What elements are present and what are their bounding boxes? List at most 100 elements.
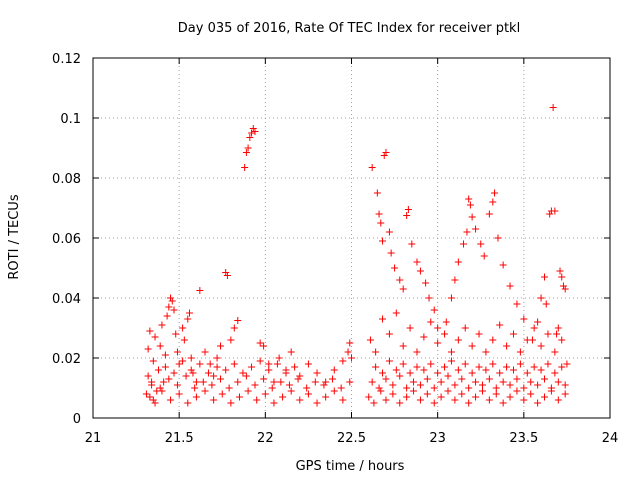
data-point-plus (558, 363, 566, 371)
data-point-plus (377, 219, 385, 227)
data-point-plus (201, 387, 209, 395)
data-point-plus (460, 240, 468, 248)
data-point-plus (175, 390, 183, 398)
data-point-plus (377, 387, 385, 395)
data-point-plus (385, 228, 393, 236)
data-point-plus (392, 309, 400, 317)
data-point-plus (513, 375, 521, 383)
x-axis-label: GPS time / hours (296, 459, 405, 474)
data-point-plus (208, 381, 216, 389)
x-tick-label: 24 (602, 431, 619, 446)
data-point-plus (499, 378, 507, 386)
data-point-plus (472, 378, 480, 386)
data-point-plus (213, 354, 221, 362)
data-point-plus (270, 378, 278, 386)
data-point-plus (285, 381, 293, 389)
data-point-plus (163, 312, 171, 320)
data-point-plus (179, 357, 187, 365)
data-point-plus (366, 336, 374, 344)
data-point-plus (248, 363, 256, 371)
data-point-plus (253, 396, 261, 404)
data-point-plus (379, 237, 387, 245)
data-point-plus (277, 378, 285, 386)
data-point-plus (492, 390, 500, 398)
data-point-plus (304, 360, 312, 368)
data-point-plus (403, 393, 411, 401)
data-point-plus (537, 342, 545, 350)
data-point-plus (151, 399, 159, 407)
data-point-plus (485, 396, 493, 404)
data-point-plus (244, 144, 252, 152)
data-point-plus (146, 393, 154, 401)
data-point-plus (248, 129, 256, 137)
data-point-plus (260, 342, 268, 350)
data-point-plus (413, 258, 421, 266)
data-point-plus (475, 363, 483, 371)
data-point-plus (161, 351, 169, 359)
y-tick-label: 0.1 (60, 112, 81, 127)
data-point-plus (551, 348, 559, 356)
data-point-plus (423, 390, 431, 398)
data-point-plus (547, 384, 555, 392)
data-point-plus (416, 267, 424, 275)
x-tick-label: 22.5 (337, 431, 366, 446)
data-point-plus (516, 348, 524, 356)
data-point-plus (165, 303, 173, 311)
data-point-plus (348, 354, 355, 362)
data-point-plus (146, 327, 154, 335)
data-point-plus (199, 378, 207, 386)
data-point-plus (441, 330, 449, 338)
data-point-plus (541, 273, 549, 281)
data-point-plus (217, 342, 225, 350)
data-point-plus (420, 333, 428, 341)
data-point-plus (191, 384, 199, 392)
data-point-plus (339, 357, 347, 365)
grid-lines (93, 58, 610, 418)
data-point-plus (454, 366, 462, 374)
data-point-plus (527, 378, 535, 386)
data-point-plus (513, 387, 521, 395)
data-point-plus (249, 125, 257, 132)
data-point-plus (158, 387, 166, 395)
data-point-plus (392, 366, 400, 374)
data-point-plus (330, 387, 338, 395)
data-point-plus (534, 381, 542, 389)
chart-title: Day 035 of 2016, Rate Of TEC Index for r… (178, 21, 520, 36)
data-point-plus (468, 342, 476, 350)
data-point-plus (408, 240, 416, 248)
y-axis-label: ROTI / TECUs (7, 194, 22, 279)
data-point-plus (530, 324, 538, 332)
data-point-plus (416, 381, 424, 389)
data-point-plus (396, 399, 404, 407)
data-point-plus (554, 324, 562, 332)
data-point-plus (329, 375, 337, 383)
data-point-plus (189, 369, 197, 377)
data-point-plus (478, 387, 486, 395)
data-point-plus (492, 384, 500, 392)
data-point-plus (444, 387, 452, 395)
data-point-plus (206, 360, 214, 368)
data-point-plus (160, 378, 168, 386)
data-point-plus (451, 276, 459, 284)
data-point-plus (396, 372, 404, 380)
data-point-plus (478, 381, 486, 389)
data-point-plus (382, 375, 390, 383)
data-point-plus (375, 210, 383, 218)
data-point-plus (175, 360, 183, 368)
data-point-plus (425, 294, 433, 302)
data-point-plus (241, 164, 249, 171)
data-point-plus (523, 369, 531, 377)
y-tick-label: 0.08 (52, 172, 81, 187)
data-point-plus (489, 336, 497, 344)
data-point-plus (260, 375, 268, 383)
data-point-plus (463, 228, 471, 236)
data-point-plus (465, 384, 473, 392)
data-point-plus (423, 375, 431, 383)
data-point-plus (154, 366, 162, 374)
data-point-plus (551, 207, 559, 215)
data-point-plus (458, 375, 466, 383)
data-point-plus (561, 381, 569, 389)
data-point-plus (441, 363, 449, 371)
data-point-plus (294, 375, 302, 383)
y-tick-label: 0 (73, 412, 81, 427)
